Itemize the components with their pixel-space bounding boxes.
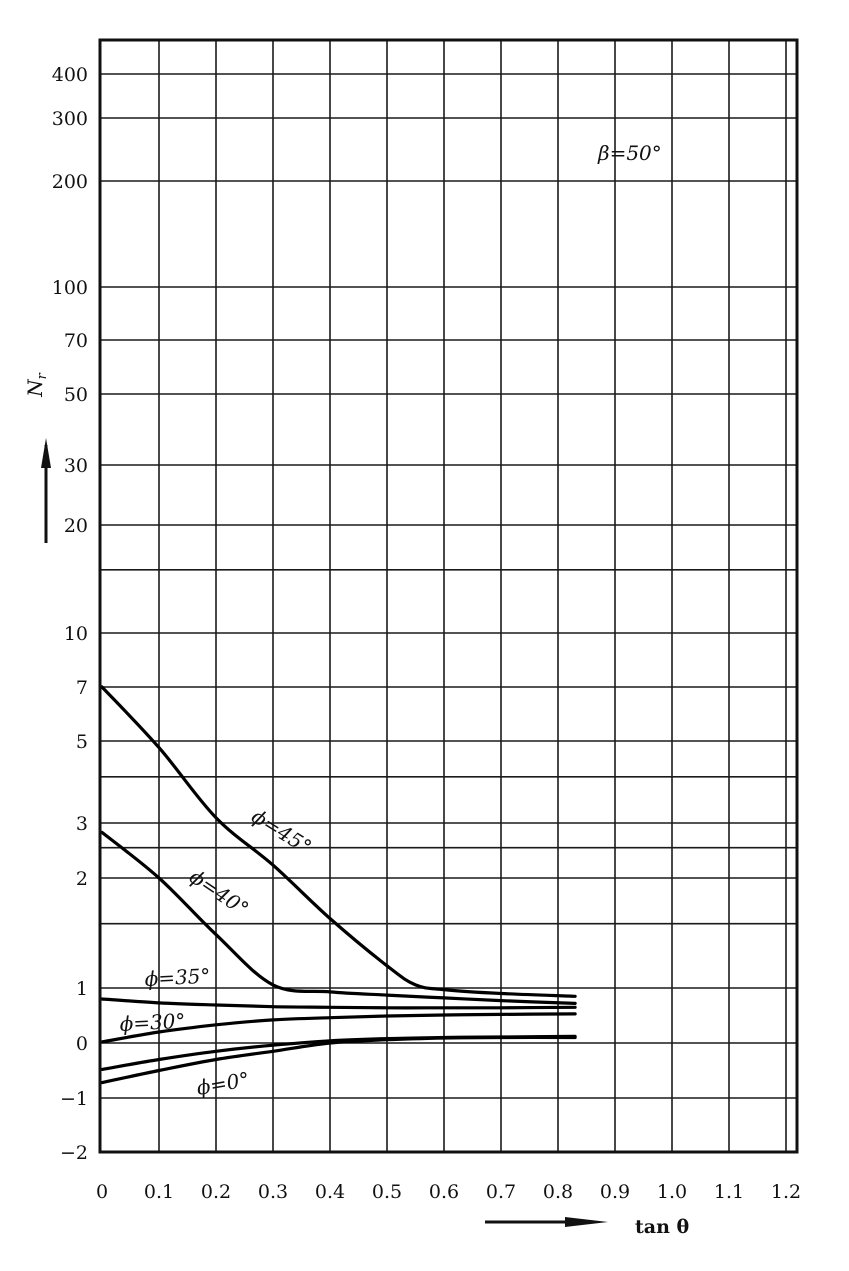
series-line-2 (100, 997, 577, 1010)
y-tick-label: 300 (52, 108, 88, 130)
y-tick-label: 7 (76, 677, 88, 699)
x-tick-label: 1.1 (714, 1181, 744, 1203)
x-tick-label: 0.2 (201, 1181, 231, 1203)
y-tick-label: 20 (64, 515, 88, 537)
x-tick-label: 0.9 (600, 1181, 630, 1203)
series-line-1 (100, 830, 577, 1005)
y-tick-label: 3 (76, 813, 88, 835)
curves (100, 685, 577, 1085)
y-tick-label: 400 (52, 64, 88, 86)
y-axis-label-main: N (23, 378, 47, 398)
y-axis-label-sub: r (35, 372, 50, 379)
x-tick-label: 1.0 (657, 1181, 687, 1203)
x-axis-label: tan θ (635, 1216, 689, 1238)
x-tick-label: 0.5 (372, 1181, 402, 1203)
series-label-phi30: ϕ=30° (119, 1009, 186, 1036)
series-label-phi0: ϕ=0° (195, 1067, 251, 1100)
series-line-0 (100, 685, 577, 998)
x-tick-label: 0.4 (315, 1181, 345, 1203)
x-tick-label: 0 (96, 1181, 108, 1203)
x-tick-label: 0.6 (429, 1181, 459, 1203)
beta-annotation: β=50° (597, 141, 662, 165)
series-label-phi35: ϕ=35° (144, 964, 211, 991)
y-tick-label: −2 (60, 1142, 88, 1164)
y-tick-label: 10 (64, 623, 88, 645)
x-tick-labels: 0 0.1 0.2 0.3 0.4 0.5 0.6 0.7 0.8 0.9 1.0 1.1 1.2 (96, 1181, 801, 1203)
x-axis-arrow (485, 1217, 608, 1227)
y-tick-label: 1 (76, 978, 88, 1000)
y-axis-arrow (41, 438, 51, 543)
x-tick-label: 1.2 (771, 1181, 801, 1203)
y-tick-label: 50 (64, 384, 88, 406)
y-tick-label: 30 (64, 455, 88, 477)
grid (100, 40, 797, 1153)
series-line-3 (100, 1012, 577, 1044)
x-tick-label: 0.1 (144, 1181, 174, 1203)
y-tick-label: 70 (64, 330, 88, 352)
x-tick-label: 0.3 (258, 1181, 288, 1203)
x-tick-label: 0.7 (486, 1181, 516, 1203)
y-tick-label: 5 (76, 731, 88, 753)
y-tick-label: −1 (60, 1088, 88, 1110)
y-axis-label: Nr (23, 372, 50, 398)
y-tick-label: 100 (52, 277, 88, 299)
series-line-5 (100, 1035, 577, 1085)
svg-text:Nr: Nr (23, 372, 50, 398)
plot-frame (98, 38, 799, 1154)
y-tick-label: 0 (76, 1033, 88, 1055)
y-tick-label: 200 (52, 171, 88, 193)
x-tick-label: 0.8 (543, 1181, 573, 1203)
y-tick-label: 2 (76, 868, 88, 890)
